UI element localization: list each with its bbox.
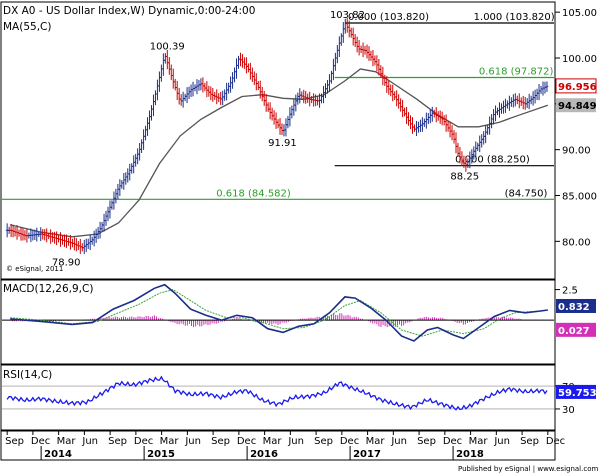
x-month-label: Jun: [287, 436, 304, 447]
ma-line: [10, 68, 549, 238]
x-month-label: Sep: [417, 436, 436, 447]
price-marker-label: 100.39: [150, 41, 185, 52]
x-month-label: Dec: [237, 436, 256, 447]
x-month-label: Dec: [31, 436, 50, 447]
price-y-tick-label: 100.00: [562, 54, 597, 65]
x-axis: Sep Dec Mar Jun Sep Dec Mar Jun Sep Dec Mar Jun Sep D…: [5, 431, 565, 460]
x-month-label: Jun: [81, 436, 98, 447]
x-month-label: Dec: [134, 436, 153, 447]
fib-label: 0.618 (97.872): [479, 67, 554, 78]
macd-value-box: [556, 298, 596, 313]
fib-label: 1.000 (103.820): [474, 12, 555, 23]
x-month-label: Jun: [390, 436, 407, 447]
x-year-label: 2017: [353, 449, 381, 460]
footer-credit: Published by eSignal | www.esignal.com: [458, 465, 598, 473]
x-month-label: Sep: [314, 436, 333, 447]
x-month-label: Mar: [469, 436, 489, 447]
price-marker-label: 91.91: [268, 138, 297, 149]
x-month-label: Mar: [160, 436, 180, 447]
macd-signal-line: [10, 289, 548, 337]
macd-value-label: 0.832: [558, 302, 590, 313]
fibonacci-lines: 0.000 (103.820) 1.000 (103.820) 0.618 (97.…: [2, 12, 555, 200]
price-y-tick-label: 90.00: [562, 146, 591, 157]
macd-line: [10, 283, 548, 342]
price-series: [5, 18, 549, 255]
rsi-title: RSI(14,C): [3, 369, 52, 381]
rsi-value-box: [556, 384, 596, 399]
macd-y-axis: 2.5 0.832 0.027: [555, 286, 596, 337]
macd-panel-frame: [0, 279, 556, 365]
x-month-label: Jun: [184, 436, 201, 447]
x-year-label: 2015: [147, 449, 175, 460]
x-year-label: 2016: [250, 449, 278, 460]
rsi-panel-frame: [0, 364, 556, 431]
fib-label: 0.618 (84.582): [216, 188, 291, 199]
macd-title: MACD(12,26,9,C): [3, 283, 93, 295]
x-year-label: 2014: [44, 449, 72, 460]
ma-value-label: 94.849: [558, 101, 597, 112]
fib-label: 0.000 (103.820): [348, 12, 429, 23]
macd-y-tick-label: 2.5: [562, 286, 578, 297]
last-price-box: [555, 78, 597, 94]
x-month-label: Mar: [263, 436, 283, 447]
watermark: © eSignal, 2011: [6, 265, 63, 273]
price-y-tick-label: 85.000: [562, 192, 597, 203]
x-month-label: Dec: [340, 436, 359, 447]
rsi-value-label: 59.753: [558, 388, 597, 399]
x-month-label: Sep: [520, 436, 539, 447]
x-month-label: Mar: [366, 436, 386, 447]
price-y-tick-label: 105.00: [562, 8, 597, 19]
hist-value-box: [556, 322, 596, 337]
x-month-label: Mar: [57, 436, 77, 447]
ma-legend: MA(55,C): [3, 21, 51, 33]
fib-label: 0.000 (88.250): [455, 155, 530, 166]
x-month-label: Dec: [443, 436, 462, 447]
x-month-label: Sep: [211, 436, 230, 447]
rsi-y-axis: 703059.753: [555, 382, 597, 416]
x-month-label: Sep: [5, 436, 24, 447]
x-month-label: Sep: [108, 436, 127, 447]
ma-value-box: [556, 98, 596, 113]
fib-label: (84.750): [505, 188, 548, 199]
moving-average-series: [10, 68, 549, 238]
x-year-label: 2018: [456, 449, 484, 460]
price-marker-label: 88.25: [450, 172, 479, 183]
price-marker-label: 103.82: [330, 10, 365, 21]
price-markers: 100.39 91.91 103.82 88.25 78.90: [52, 10, 479, 268]
rsi-line: [2, 375, 554, 411]
chart-title: DX A0 - US Dollar Index,W) Dynamic,0:00-…: [3, 5, 255, 17]
macd-lines: [2, 283, 554, 342]
rsi-series: [6, 375, 548, 411]
date-axis-frame: [0, 430, 556, 461]
hist-value-label: 0.027: [558, 326, 590, 337]
price-panel-frame: [0, 1, 556, 280]
rsi-y-tick-label: 30: [562, 405, 575, 416]
price-marker-label: 78.90: [52, 257, 81, 268]
price-y-tick-label: 80.00: [562, 237, 591, 248]
last-price-label: 96.956: [558, 82, 597, 93]
x-month-label: Dec: [546, 436, 565, 447]
price-y-axis: 80.0085.00090.0095.00100.00105.0096.9569…: [555, 8, 597, 248]
x-month-label: Jun: [493, 436, 510, 447]
